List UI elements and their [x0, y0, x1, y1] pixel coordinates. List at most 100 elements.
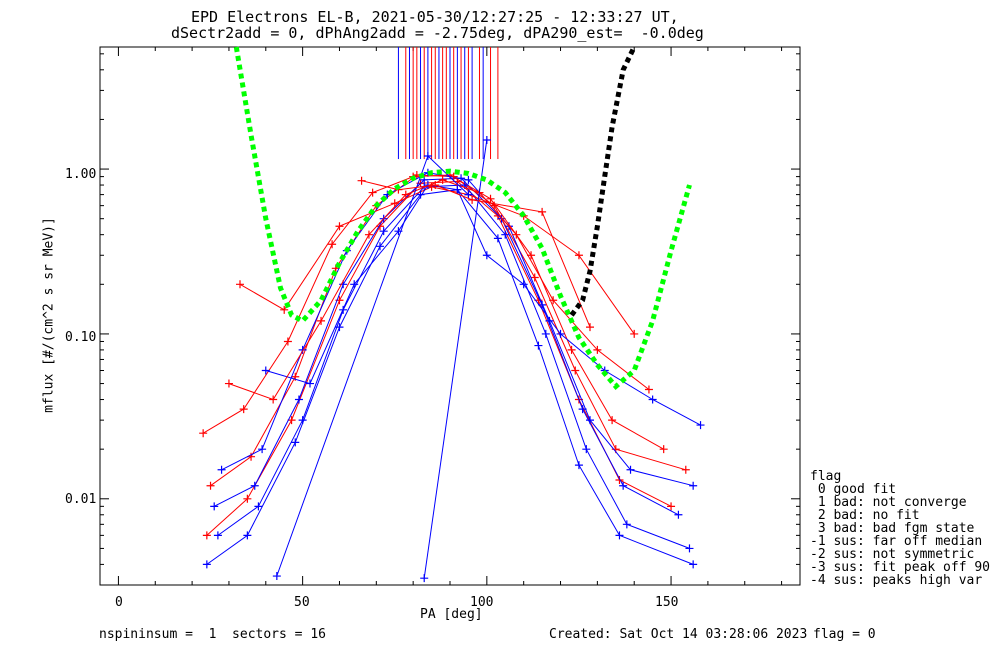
data-point	[364, 230, 373, 239]
data-point	[250, 481, 259, 490]
data-point	[283, 337, 292, 346]
xtick-label-150: 150	[655, 595, 679, 610]
data-point	[210, 502, 219, 511]
data-point	[438, 175, 447, 184]
data-point	[213, 531, 222, 540]
data-point	[291, 438, 300, 447]
data-point	[468, 195, 477, 204]
data-point	[626, 465, 635, 474]
ytick-label-1: 1.00	[65, 167, 97, 182]
ytick-label-0-01: 0.01	[65, 492, 97, 507]
data-point	[556, 329, 565, 338]
legend-item: -3 sus: fit peak off 90	[810, 560, 991, 575]
legend-item: 2 bad: no fit	[810, 508, 920, 523]
data-point	[534, 341, 543, 350]
data-point	[272, 572, 281, 581]
data-point	[239, 405, 248, 414]
xtick-label-50: 50	[294, 595, 310, 610]
series-line-3	[221, 172, 694, 487]
data-point	[335, 323, 344, 332]
legend-item: 0 good fit	[810, 482, 897, 497]
data-point	[453, 185, 462, 194]
y-axis-label: mflux [#/(cm^2 s sr MeV)]	[41, 217, 57, 413]
data-point	[615, 531, 624, 540]
data-point	[401, 190, 410, 199]
data-point	[549, 296, 558, 305]
data-point	[357, 176, 366, 185]
data-point	[622, 520, 631, 529]
data-point	[482, 136, 491, 145]
data-point	[306, 379, 314, 388]
data-point	[567, 345, 576, 354]
series-line-11	[276, 155, 469, 577]
series-line-12	[361, 180, 591, 328]
data-point	[619, 481, 628, 490]
data-series	[199, 136, 705, 583]
data-point	[224, 379, 233, 388]
data-point	[512, 230, 521, 239]
ytick-label-0-1: 0.10	[65, 330, 97, 345]
data-point	[376, 242, 384, 251]
data-point	[630, 329, 639, 338]
footer-created: Created: Sat Oct 14 03:28:06 2023	[549, 627, 808, 642]
data-point	[608, 416, 617, 425]
data-point	[202, 531, 211, 540]
data-point	[659, 445, 668, 454]
data-point	[254, 502, 263, 511]
data-point	[464, 175, 473, 184]
data-point	[648, 395, 657, 404]
data-point	[696, 421, 705, 430]
legend-item: -1 sus: far off median	[810, 534, 983, 549]
data-point	[644, 385, 653, 394]
data-point	[431, 181, 440, 190]
data-point	[335, 222, 344, 231]
data-point	[368, 188, 377, 197]
data-point	[493, 234, 502, 243]
legend-item: -4 sus: peaks high var	[810, 573, 983, 588]
data-point	[689, 481, 698, 490]
data-point	[317, 316, 326, 325]
data-point	[243, 531, 252, 540]
data-point	[681, 465, 690, 474]
data-point	[667, 502, 676, 511]
data-point	[574, 251, 583, 260]
series-line-8	[265, 184, 701, 426]
data-point	[202, 560, 211, 569]
xtick-label-0: 0	[115, 595, 123, 610]
footer-spin-info: nspininsum = 1 sectors = 16	[99, 627, 326, 642]
fit-curves	[233, 45, 692, 391]
legend-item: 1 bad: not converge	[810, 495, 967, 510]
data-point	[206, 481, 215, 490]
data-point	[530, 273, 539, 282]
data-point	[538, 207, 547, 216]
chart-title-line1: EPD Electrons EL-B, 2021-05-30/12:27:25 …	[191, 8, 679, 26]
xtick-label-100: 100	[470, 595, 494, 610]
data-point	[615, 476, 624, 485]
series-line-2	[210, 174, 686, 487]
data-point	[586, 323, 594, 332]
vertical-markers	[397, 47, 499, 160]
data-point	[294, 395, 303, 404]
series-line-10	[423, 139, 488, 579]
data-point	[486, 194, 495, 203]
x-axis-label: PA [deg]	[420, 607, 483, 622]
data-point	[379, 227, 388, 236]
data-point	[258, 445, 267, 454]
data-point	[328, 240, 337, 249]
data-point	[674, 510, 683, 519]
data-point	[287, 416, 296, 425]
data-point	[519, 280, 528, 289]
series-line-0	[206, 180, 672, 536]
fit-curve-green	[233, 46, 692, 391]
data-point	[350, 280, 359, 289]
data-point	[593, 345, 602, 354]
data-point	[298, 345, 307, 354]
data-point	[420, 574, 429, 583]
data-point	[574, 461, 583, 470]
data-point	[243, 494, 252, 503]
data-point	[571, 366, 580, 375]
chart-title-line2: dSectr2add = 0, dPhAng2add = -2.75deg, d…	[171, 24, 704, 42]
data-point	[685, 544, 694, 553]
data-point	[280, 305, 289, 314]
